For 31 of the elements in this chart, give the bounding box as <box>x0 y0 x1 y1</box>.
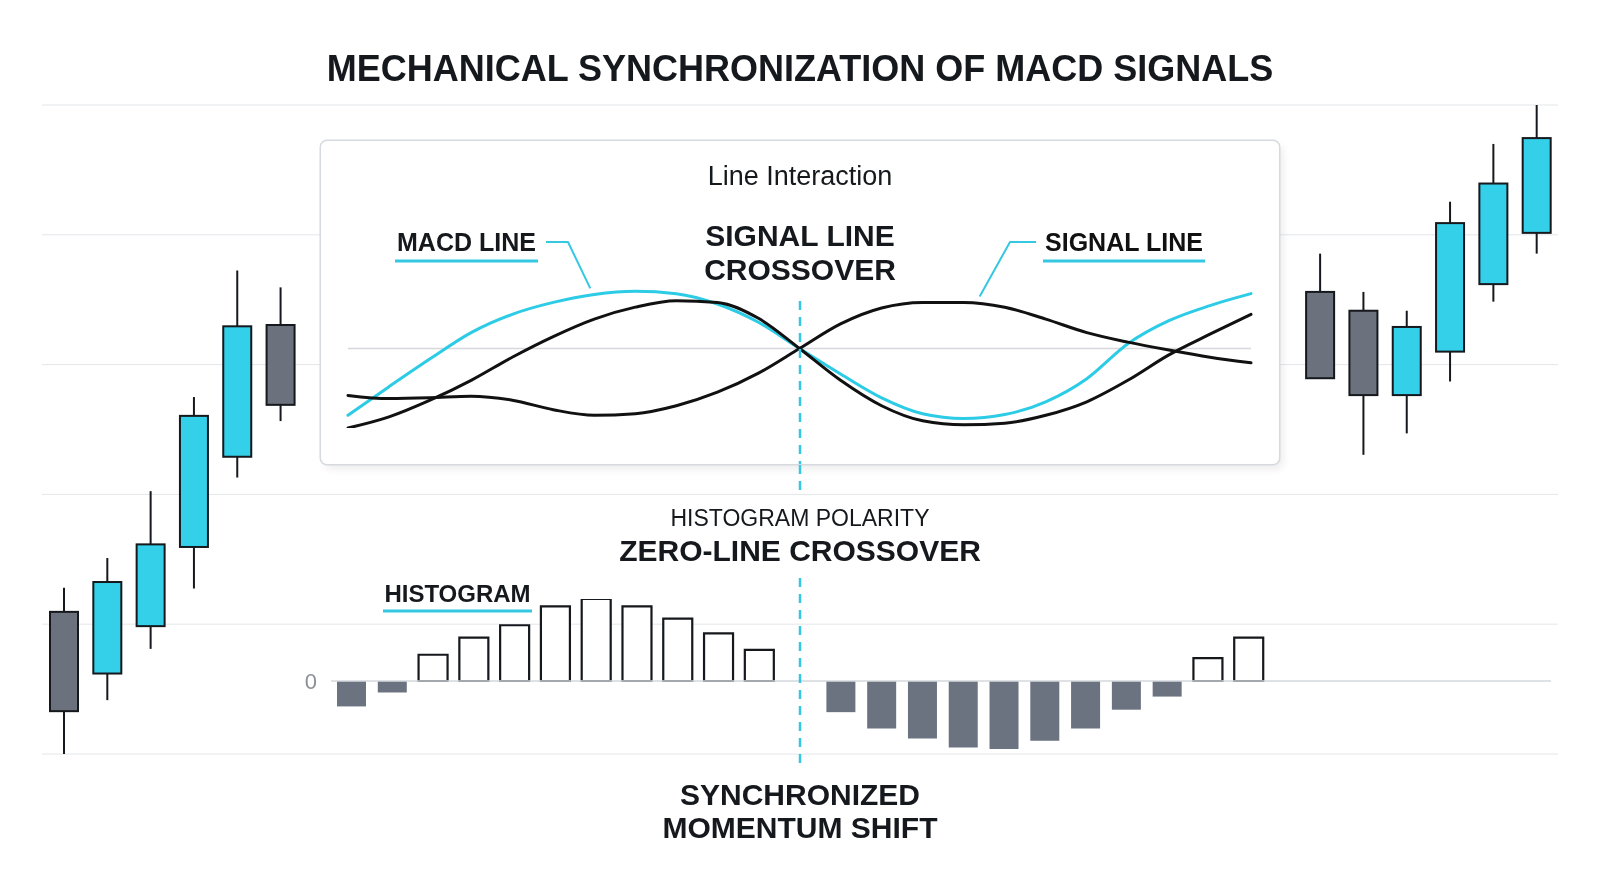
bar <box>1192 656 1224 683</box>
bar <box>1233 636 1265 683</box>
bar <box>621 605 653 683</box>
bar <box>989 681 1019 750</box>
bar <box>743 648 775 683</box>
bar <box>702 632 735 683</box>
chart-title: Line Interaction <box>706 160 894 192</box>
bar <box>1111 681 1141 710</box>
bar <box>580 599 612 683</box>
bar <box>826 681 856 713</box>
bar <box>1071 681 1101 729</box>
bar <box>417 653 449 683</box>
annotation: SIGNAL LINE CROSSOVER <box>703 219 897 287</box>
bar <box>867 681 897 729</box>
text: SYNCHRONIZED MOMENTUM SHIFT <box>661 778 939 844</box>
bar <box>499 624 531 683</box>
bar <box>337 681 366 707</box>
bar <box>1030 681 1060 741</box>
series-label: HISTOGRAM <box>384 579 531 607</box>
text: SIGNAL LINE <box>1045 228 1203 256</box>
series-label: MACD LINE <box>397 228 536 256</box>
bar <box>539 605 572 683</box>
bar <box>662 617 694 683</box>
ref-line-label: 0 <box>304 668 317 694</box>
annotation: ZERO-LINE CROSSOVER <box>618 534 982 568</box>
bar <box>1152 681 1182 697</box>
bar <box>458 636 490 683</box>
chart-title: HISTOGRAM POLARITY <box>669 504 931 533</box>
chart-title: MECHANICAL SYNCHRONIZATION OF MACD SIGNALS <box>325 48 1275 90</box>
bar <box>948 681 978 748</box>
bar <box>907 681 937 739</box>
